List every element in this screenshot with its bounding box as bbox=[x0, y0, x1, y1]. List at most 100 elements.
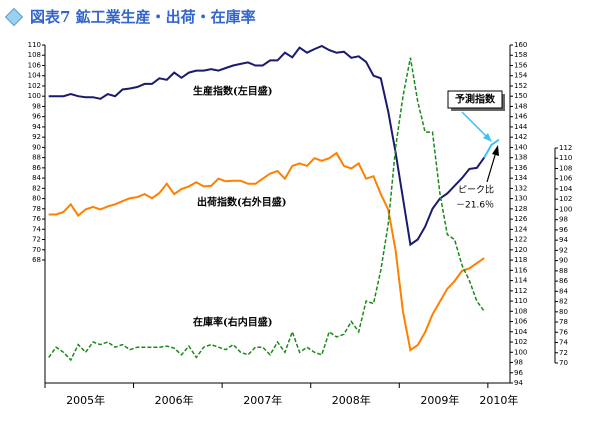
series-line bbox=[48, 57, 485, 362]
y2-tick-label: 118 bbox=[514, 256, 527, 264]
annotation: －21.6％ bbox=[456, 200, 494, 211]
y-tick-label: 104 bbox=[28, 72, 42, 80]
y-tick-label: 96 bbox=[32, 113, 41, 121]
y2-tick-label: 108 bbox=[514, 307, 527, 315]
y-tick-label: 70 bbox=[32, 246, 41, 254]
y3-tick-label: 76 bbox=[559, 328, 568, 336]
chart-title: 図表7 鉱工業生産・出荷・在庫率 bbox=[30, 8, 256, 26]
y2-tick-label: 132 bbox=[514, 184, 527, 192]
y2-tick-label: 112 bbox=[514, 287, 527, 295]
annotation: ピーク比 bbox=[458, 184, 494, 196]
y3-tick-label: 70 bbox=[559, 359, 568, 367]
y3-tick-label: 94 bbox=[559, 236, 568, 244]
y-tick-label: 94 bbox=[32, 123, 41, 131]
y2-tick-label: 104 bbox=[514, 328, 528, 336]
y3-tick-label: 72 bbox=[559, 349, 568, 357]
y3-tick-label: 90 bbox=[559, 257, 568, 265]
forecast-arrow bbox=[461, 111, 489, 139]
label-box bbox=[447, 90, 503, 109]
y-tick-label: 84 bbox=[32, 174, 41, 182]
y3-tick-label: 112 bbox=[559, 144, 572, 152]
series-line bbox=[48, 151, 485, 352]
x-tick-label: 2009年 bbox=[420, 393, 459, 407]
y-tick-label: 82 bbox=[32, 184, 41, 192]
x-tick-label: 2010年 bbox=[479, 393, 518, 407]
forecast-label: 予測指数 bbox=[455, 93, 496, 106]
y3-tick-label: 82 bbox=[559, 298, 568, 306]
y2-tick-label: 114 bbox=[514, 277, 528, 285]
y2-tick-label: 120 bbox=[514, 246, 527, 254]
y2-tick-label: 126 bbox=[514, 215, 528, 223]
y-tick-label: 88 bbox=[32, 154, 41, 162]
series-label: 出荷指数(右外目盛) bbox=[197, 196, 286, 209]
y-tick-label: 98 bbox=[32, 102, 41, 110]
forecast-arrowhead bbox=[483, 133, 492, 142]
y2-tick-label: 154 bbox=[514, 72, 528, 80]
y-tick-label: 90 bbox=[32, 143, 41, 151]
x-tick-label: 2007年 bbox=[243, 393, 282, 407]
y-tick-label: 76 bbox=[32, 215, 41, 223]
y-tick-label: 74 bbox=[32, 225, 41, 233]
y-tick-label: 100 bbox=[28, 92, 41, 100]
y3-tick-label: 86 bbox=[559, 277, 568, 285]
y2-tick-label: 138 bbox=[514, 154, 527, 162]
y3-tick-label: 98 bbox=[559, 216, 568, 224]
y-tick-label: 68 bbox=[32, 256, 41, 264]
y2-tick-label: 106 bbox=[514, 318, 528, 326]
series-line bbox=[483, 138, 500, 159]
y3-tick-label: 74 bbox=[559, 339, 568, 347]
y3-tick-label: 104 bbox=[559, 185, 573, 193]
y2-tick-label: 140 bbox=[514, 143, 527, 151]
y2-tick-label: 110 bbox=[514, 297, 527, 305]
y-tick-label: 106 bbox=[28, 61, 42, 69]
x-tick-label: 2005年 bbox=[66, 393, 105, 407]
peak-arrow bbox=[486, 151, 497, 183]
y2-tick-label: 124 bbox=[514, 225, 528, 233]
y-tick-label: 92 bbox=[32, 133, 41, 141]
y-tick-label: 108 bbox=[28, 51, 41, 59]
y-tick-label: 72 bbox=[32, 236, 41, 244]
y3-tick-label: 92 bbox=[559, 246, 568, 254]
y2-tick-label: 142 bbox=[514, 133, 527, 141]
y2-tick-label: 150 bbox=[514, 92, 527, 100]
x-tick-label: 2006年 bbox=[155, 393, 194, 407]
y3-tick-label: 96 bbox=[559, 226, 568, 234]
y2-tick-label: 96 bbox=[514, 369, 523, 377]
title-icon bbox=[4, 7, 24, 27]
y3-tick-label: 102 bbox=[559, 195, 572, 203]
y-tick-label: 102 bbox=[28, 82, 41, 90]
y2-tick-label: 102 bbox=[514, 338, 527, 346]
y3-tick-label: 108 bbox=[559, 164, 572, 172]
y2-tick-label: 160 bbox=[514, 41, 527, 49]
y3-tick-label: 110 bbox=[559, 154, 572, 162]
y3-tick-label: 88 bbox=[559, 267, 568, 275]
y3-tick-label: 78 bbox=[559, 318, 568, 326]
y3-tick-label: 80 bbox=[559, 308, 568, 316]
series-label: 生産指数(左目盛) bbox=[193, 85, 272, 98]
series-line bbox=[48, 44, 486, 247]
y2-tick-label: 130 bbox=[514, 195, 527, 203]
y-tick-label: 110 bbox=[28, 41, 41, 49]
x-tick-label: 2008年 bbox=[332, 393, 371, 407]
y2-tick-label: 158 bbox=[514, 51, 527, 59]
y3-tick-label: 84 bbox=[559, 287, 568, 295]
y2-tick-label: 136 bbox=[514, 164, 528, 172]
y2-tick-label: 94 bbox=[514, 379, 523, 387]
y2-tick-label: 144 bbox=[514, 123, 528, 131]
y2-tick-label: 100 bbox=[514, 348, 527, 356]
y2-tick-label: 152 bbox=[514, 82, 527, 90]
y2-tick-label: 116 bbox=[514, 266, 528, 274]
y-tick-label: 86 bbox=[32, 164, 41, 172]
y3-tick-label: 100 bbox=[559, 205, 572, 213]
y2-tick-label: 122 bbox=[514, 236, 527, 244]
y2-tick-label: 148 bbox=[514, 102, 527, 110]
peak-arrowhead bbox=[492, 145, 499, 156]
y2-tick-label: 146 bbox=[514, 113, 528, 121]
y2-tick-label: 156 bbox=[514, 61, 528, 69]
y2-tick-label: 98 bbox=[514, 359, 523, 367]
series-label: 在庫率(右内目盛) bbox=[193, 316, 272, 329]
y3-tick-label: 106 bbox=[559, 175, 573, 183]
y2-tick-label: 128 bbox=[514, 205, 527, 213]
y-tick-label: 78 bbox=[32, 205, 41, 213]
